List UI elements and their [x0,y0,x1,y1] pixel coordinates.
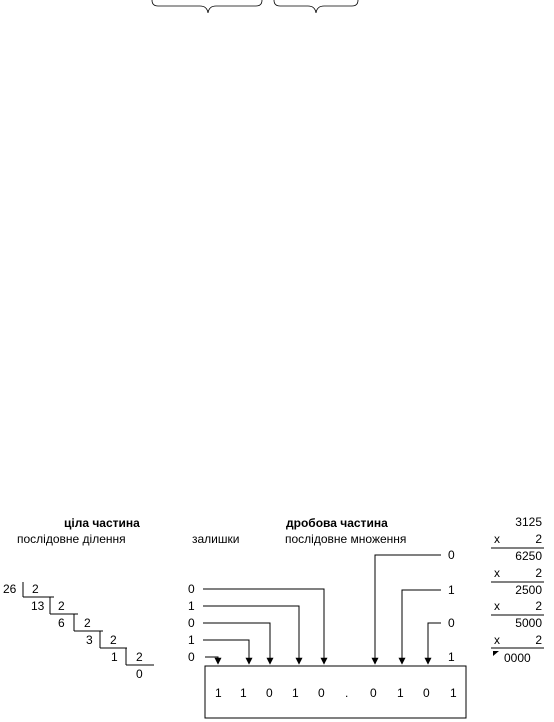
remainder-arrow-4 [203,639,253,665]
remainder-arrows [203,588,328,665]
divisor: 2 [32,582,39,596]
divisor: 2 [110,633,117,647]
dividend-6: 6 [58,616,65,630]
multiplicand-start: 3125 [515,515,542,529]
result-point: . [345,686,349,700]
carry-digit-3: 0 [448,616,455,630]
multiplier: 2 [535,532,542,546]
result-digit: 1 [240,686,247,700]
remainder-arrow-2 [203,605,303,665]
result-digit: 1 [397,686,404,700]
top-brace-left [151,0,263,14]
division-ladder [22,582,154,666]
top-brace-right [273,0,359,14]
remainders-label: залишки [192,532,240,546]
divisor: 2 [84,616,91,630]
result-tick [493,651,499,656]
product-2: 2500 [515,583,542,597]
result-digit: 0 [266,686,273,700]
result-digit: 1 [215,686,222,700]
result-digit: 0 [423,686,430,700]
multiply-operator: x [494,566,500,580]
product-4: 0000 [504,651,531,665]
result-box [204,665,467,719]
remainder-arrow-5 [205,656,222,665]
dividend-1: 1 [111,650,118,664]
successive-multiplication-label: послідовне множення [285,532,407,546]
carry-arrow-2 [398,589,441,665]
remainder-3: 0 [188,616,195,630]
product-1: 6250 [515,549,542,563]
multiply-operator: x [494,633,500,647]
remainder-4: 1 [188,633,195,647]
result-digit: 1 [450,686,457,700]
successive-division-label: послідовне ділення [17,532,126,546]
remainder-5: 0 [188,650,195,664]
integer-part-heading: ціла частина [64,516,140,530]
multiply-operator: x [494,599,500,613]
divisor: 2 [136,650,143,664]
multiply-operator: x [494,532,500,546]
carry-arrows [371,554,441,665]
multiplier: 2 [535,566,542,580]
divisor: 2 [58,599,65,613]
product-3: 5000 [515,616,542,630]
multiplier: 2 [535,599,542,613]
remainder-arrow-1 [203,588,328,665]
result-digit: 1 [292,686,299,700]
result-digit: 0 [370,686,377,700]
result-digit: 0 [318,686,325,700]
dividend-26: 26 [3,582,17,596]
remainder-2: 1 [188,599,195,613]
carry-digit-2: 1 [448,583,455,597]
fraction-part-heading: дробова частина [286,516,388,530]
carry-arrow-3 [424,622,441,665]
dividend-0: 0 [136,667,143,681]
remainder-arrow-3 [203,622,274,665]
multiplier: 2 [535,633,542,647]
carry-digit-1: 0 [448,548,455,562]
multiplication-lines [491,547,544,649]
dividend-3: 3 [86,633,93,647]
remainder-1: 0 [188,582,195,596]
dividend-13: 13 [31,599,45,613]
carry-digit-4: 1 [448,650,455,664]
carry-arrow-1 [371,554,441,665]
